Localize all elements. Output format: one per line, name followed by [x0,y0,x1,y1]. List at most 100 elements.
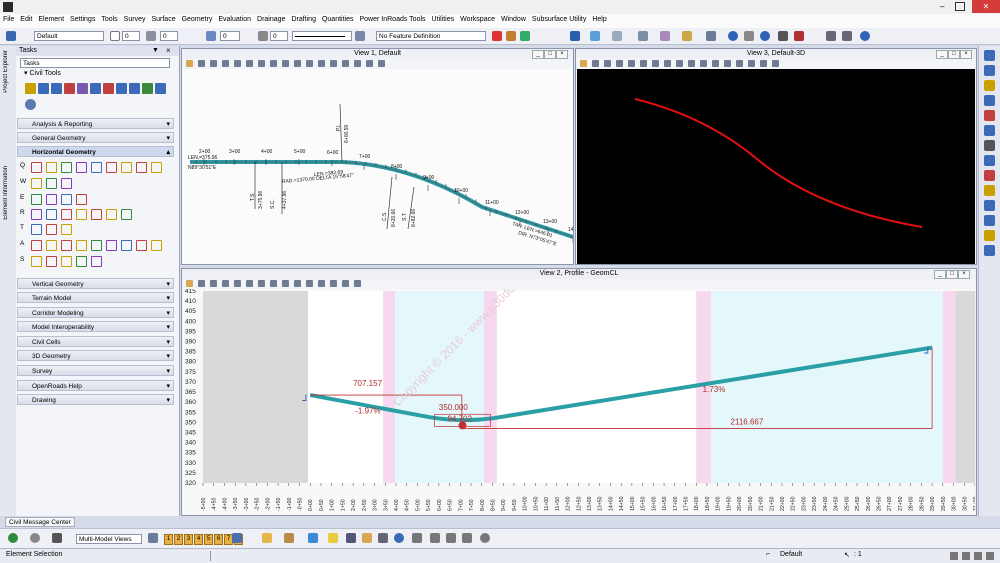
side-tool-icon[interactable] [984,185,995,196]
transparency-icon[interactable] [206,31,216,41]
geometry-tool-icon[interactable] [76,162,87,173]
civil-tool-icon[interactable] [64,83,75,94]
intersect-icon[interactable] [412,533,422,543]
view-tool-icon[interactable] [246,280,253,287]
task-section[interactable]: Vertical Geometry ▾ [17,278,174,289]
expand-chevron-icon[interactable]: ▾ [166,135,170,142]
expand-chevron-icon[interactable]: ▴ [166,149,170,156]
task-section[interactable]: Analysis & Reporting ▾ [17,118,174,129]
geometry-tool-icon[interactable] [76,240,87,251]
side-tool-icon[interactable] [984,140,995,151]
geometry-tool-icon[interactable] [61,178,72,189]
menu-item[interactable]: Survey [123,16,146,23]
highlight-tool-icon[interactable] [362,533,372,543]
side-tool-icon[interactable] [984,80,995,91]
task-section[interactable]: Terrain Model ▾ [17,292,174,303]
view-3-minimize[interactable]: _ [936,50,948,59]
geometry-tool-icon[interactable] [31,240,42,251]
view-tool-icon[interactable] [330,60,337,67]
task-section[interactable]: General Geometry ▾ [17,132,174,143]
menu-item[interactable]: Settings [70,16,96,23]
view-tool-icon[interactable] [258,280,265,287]
feature-icon[interactable] [355,31,365,41]
cursor-icon[interactable] [52,533,62,543]
civil-tool-icon[interactable] [155,83,166,94]
civil-tool-settings-icon[interactable] [25,99,36,110]
menu-item[interactable]: Geometry [181,16,213,23]
tab-element-information[interactable]: Element Information [3,166,9,220]
view-tool-icon[interactable] [306,280,313,287]
view-tool-icon[interactable] [186,60,193,67]
back-icon[interactable] [30,533,40,543]
geometry-tool-icon[interactable] [106,240,117,251]
view-tool-icon[interactable] [378,60,385,67]
geometry-tool-icon[interactable] [46,178,57,189]
pen-icon[interactable] [308,533,318,543]
menu-item[interactable]: Surface [151,16,176,23]
view-3-canvas[interactable] [577,69,975,264]
geometry-tool-icon[interactable] [121,240,132,251]
expand-chevron-icon[interactable]: ▾ [166,353,170,360]
analyze-icon[interactable] [760,31,770,41]
view-tool-icon[interactable] [580,60,587,67]
view-tool-icon[interactable] [688,60,695,67]
view-tool-icon[interactable] [616,60,623,67]
side-tool-icon[interactable] [984,65,995,76]
panel-close-icon[interactable]: × [166,46,171,55]
copy-view-icon[interactable] [148,533,158,543]
side-tool-icon[interactable] [984,170,995,181]
weight-icon[interactable] [146,31,156,41]
view-tool-icon[interactable] [330,280,337,287]
multi-model-views-combo[interactable]: Multi-Model Views [76,534,142,544]
view-2-canvas[interactable]: 415 410 405 400 395 390 385 380 375 370 365 360 355 3… [183,289,975,515]
geometry-tool-icon[interactable] [91,256,102,267]
view-number-button[interactable]: 5 [204,534,213,545]
geometry-tool-icon[interactable] [31,256,42,267]
measure-icon[interactable] [744,31,754,41]
civil-tool-icon[interactable] [51,83,62,94]
view-tool-icon[interactable] [736,60,743,67]
tasks-combo[interactable]: Tasks [20,58,170,68]
go-icon[interactable] [8,533,18,543]
snap-mode-icon[interactable] [284,533,294,543]
close-button[interactable]: ✕ [972,0,1000,13]
geometry-tool-icon[interactable] [61,162,72,173]
midpoint-icon[interactable] [462,533,472,543]
view-tool-icon[interactable] [676,60,683,67]
menu-item[interactable]: Quantities [321,16,354,23]
maximize-button[interactable] [955,2,965,11]
side-tool-icon[interactable] [984,230,995,241]
geometry-tool-icon[interactable] [61,209,72,220]
view-tool-icon[interactable] [760,60,767,67]
view-tool-icon[interactable] [318,280,325,287]
menu-item[interactable]: Tools [101,16,118,23]
geometry-tool-icon[interactable] [121,209,132,220]
view-tool-icon[interactable] [246,60,253,67]
panel-pin-icon[interactable]: ▼ [152,47,159,54]
view-1-maximize[interactable]: □ [544,50,556,59]
lock-icon[interactable] [328,533,338,543]
brush-icon[interactable] [520,31,530,41]
view-tool-icon[interactable] [712,60,719,67]
geometry-tool-icon[interactable] [76,194,87,205]
view-number-button[interactable]: 2 [174,534,183,545]
geometry-tool-icon[interactable] [46,256,57,267]
view-tool-icon[interactable] [294,280,301,287]
side-tool-icon[interactable] [984,95,995,106]
view-tool-icon[interactable] [282,60,289,67]
expand-chevron-icon[interactable]: ▾ [166,121,170,128]
expand-chevron-icon[interactable]: ▾ [166,339,170,346]
task-section[interactable]: OpenRoads Help ▾ [17,380,174,391]
view-tool-icon[interactable] [592,60,599,67]
geometry-tool-icon[interactable] [46,224,57,235]
geometry-tool-icon[interactable] [61,194,72,205]
status-level[interactable]: Default [780,551,803,558]
snap-icon[interactable] [590,31,600,41]
side-tool-icon[interactable] [984,125,995,136]
transparency-combo[interactable]: 0 [220,31,240,41]
redo-icon[interactable] [842,31,852,41]
menu-item[interactable]: File [3,16,15,23]
layers-icon[interactable] [682,31,692,41]
task-section[interactable]: Horizontal Geometry ▴ [17,146,174,157]
geometry-tool-icon[interactable] [151,162,162,173]
